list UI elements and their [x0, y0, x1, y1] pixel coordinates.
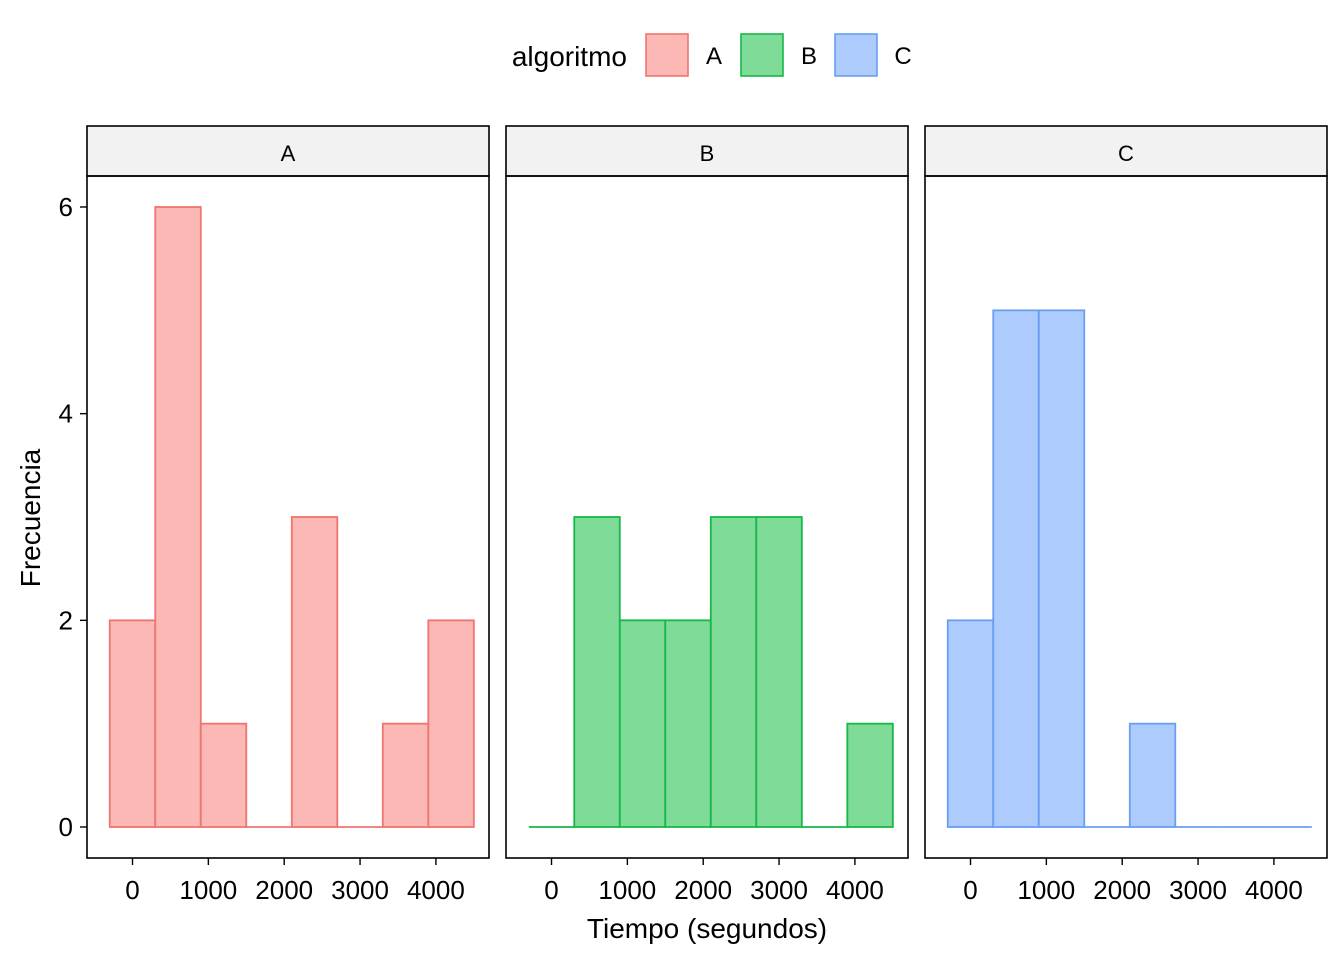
y-axis: 0 2 4 6: [59, 192, 87, 842]
histogram-bar: [154, 206, 202, 828]
histogram-bar: [946, 619, 995, 828]
x-tick-label: 3000: [331, 875, 389, 905]
histogram-bar: [199, 722, 248, 828]
histogram-bar: [846, 722, 894, 828]
legend-item-C: C: [834, 33, 912, 77]
panel-border: [924, 175, 1328, 859]
x-tick-label: 4000: [826, 875, 884, 905]
y-tick-label: 6: [59, 192, 73, 222]
y-axis-title: Frecuencia: [15, 448, 46, 587]
facet-strip-label: B: [700, 141, 715, 166]
legend-label-C: C: [894, 43, 911, 70]
panel-border: [505, 175, 909, 859]
panel-border: [86, 175, 490, 859]
x-tick-label: 1000: [179, 875, 237, 905]
facet-panel-A: A 0 1000 2000 3000 4000: [86, 125, 490, 905]
facet-strip: [86, 125, 490, 177]
histogram-bar: [992, 309, 1040, 828]
histogram-bar: [1128, 722, 1177, 828]
facet-panel-B: B 0 1000 2000 3000 4000: [505, 125, 909, 905]
histogram-bar: [1037, 309, 1086, 828]
legend-item-A: A: [645, 33, 722, 77]
histogram-bar: [709, 516, 758, 828]
legend-key-A: [645, 33, 689, 77]
legend-title: algoritmo: [512, 41, 627, 72]
legend: algoritmo A B C: [512, 33, 912, 77]
legend-label-A: A: [706, 43, 722, 70]
x-tick-label: 2000: [1093, 875, 1151, 905]
x-tick-label: 2000: [255, 875, 313, 905]
facet-strip-label: C: [1118, 141, 1134, 166]
histogram-bar: [381, 722, 430, 828]
x-tick-label: 1000: [1017, 875, 1075, 905]
x-tick-label: 3000: [1169, 875, 1227, 905]
y-tick-label: 0: [59, 812, 73, 842]
y-tick-label: 2: [59, 605, 73, 635]
histogram-bar: [755, 516, 803, 828]
legend-key-C: [834, 33, 878, 77]
x-tick-label: 0: [963, 875, 977, 905]
legend-key-B: [740, 33, 784, 77]
legend-label-B: B: [801, 43, 817, 70]
facet-panel-C: C 0 1000 2000 3000 4000: [924, 125, 1328, 905]
x-tick-label: 0: [544, 875, 558, 905]
x-tick-label: 1000: [598, 875, 656, 905]
x-tick-label: 3000: [750, 875, 808, 905]
y-tick-label: 4: [59, 399, 73, 429]
histogram-bar: [427, 619, 475, 828]
histogram-bar: [664, 619, 712, 828]
x-tick-label: 4000: [1245, 875, 1303, 905]
histogram-bar: [290, 516, 339, 828]
histogram-bar: [573, 516, 621, 828]
x-tick-label: 2000: [674, 875, 732, 905]
facet-strip-label: A: [281, 141, 296, 166]
x-tick-label: 0: [125, 875, 139, 905]
legend-item-B: B: [740, 33, 817, 77]
histogram-bar: [108, 619, 157, 828]
histogram-bar: [618, 619, 667, 828]
x-tick-label: 4000: [407, 875, 465, 905]
x-axis-title: Tiempo (segundos): [587, 913, 827, 944]
facet-strip: [505, 125, 909, 177]
